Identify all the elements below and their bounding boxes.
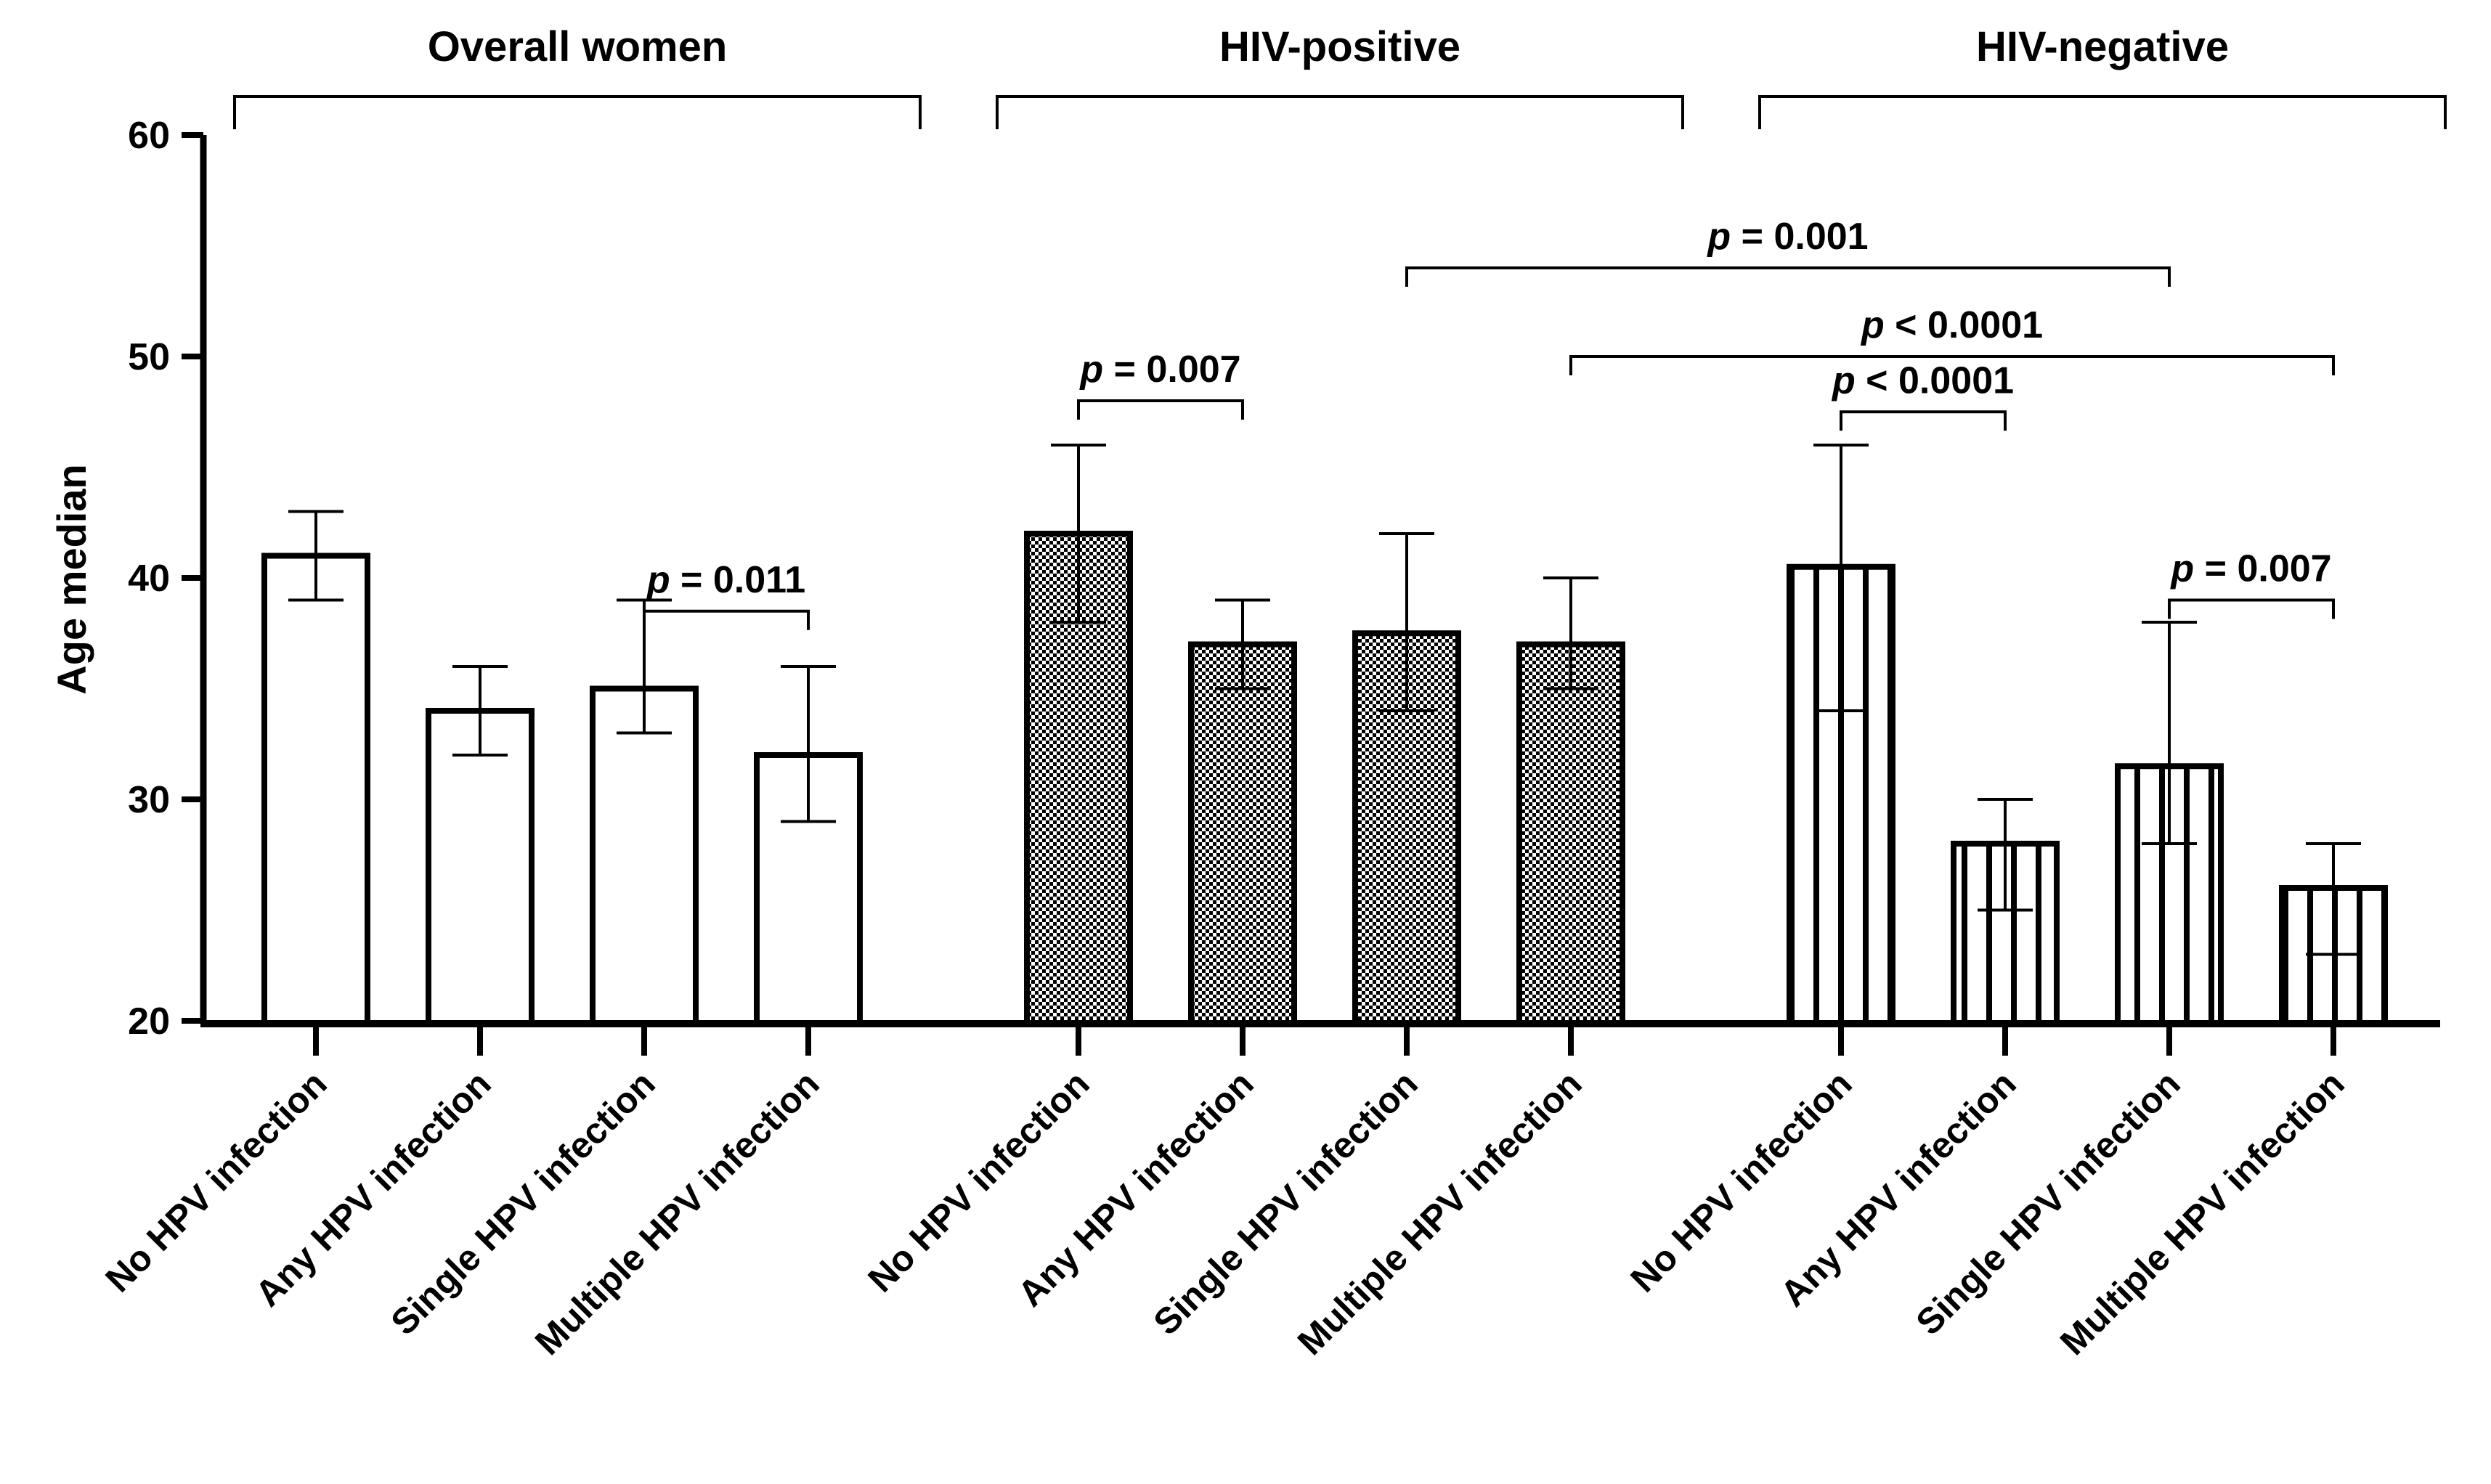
p-symbol: p [1831,359,1856,401]
bar-hiv-positive-multiple-hpv-infection [1516,641,1625,1027]
bar-hiv-positive-any-hpv-infection [1188,641,1297,1027]
group-bracket-line [233,95,922,129]
error-bar-hiv-positive-no-hpv-infection [1051,444,1106,624]
group-bracket-line [996,95,1684,129]
group-bracket-overall-women: Overall women [233,23,922,129]
category-label-hiv-positive-single-hpv-infection: Single HPV infection [1145,1063,1425,1342]
p-value-text: = 0.001 [1731,216,1868,258]
group-bracket-line [1758,95,2447,129]
group-label: HIV-positive [1219,23,1460,70]
group-bracket-hiv-negative: HIV-negative [1758,23,2447,129]
p-symbol: p [1078,348,1103,391]
p-symbol: p [2169,548,2194,590]
error-bar-hiv-positive-single-hpv-infection [1379,532,1434,712]
error-bar-overall-women-any-hpv-infection [452,665,508,757]
p-value-text: < 0.0001 [1856,359,2014,401]
error-bars [288,444,2361,956]
y-axis-title: Age median [49,464,94,694]
p-symbol: p [646,559,670,601]
p-value-bracket [2168,598,2335,619]
error-bar-overall-women-multiple-hpv-infection [781,665,836,823]
p-symbol: p [1706,216,1731,258]
y-tick-label-60: 60 [128,115,170,157]
p-value-label: p = 0.001 [1706,216,1868,258]
error-bar-hiv-negative-multiple-hpv-infection [2306,842,2361,956]
group-label: Overall women [428,23,728,70]
y-tick-label-40: 40 [128,558,170,600]
x-axis [200,1020,2440,1056]
bar-overall-women-any-hpv-infection [426,708,535,1027]
p-symbol: p [1860,304,1885,346]
p-value-annotation-4: p < 0.0001 [1569,304,2335,375]
y-axis: 20 30 40 50 60 Age median [49,115,207,1043]
y-tick-label-50: 50 [128,336,170,378]
error-bar-overall-women-no-hpv-infection [288,510,344,602]
p-value-annotation-5: p < 0.0001 [1831,359,2014,431]
group-bracket-hiv-positive: HIV-positive [996,23,1684,129]
category-label-hiv-negative-single-hpv-infection: Single HPV infection [1908,1063,2187,1342]
p-value-bracket [1840,410,2007,431]
error-bar-hiv-negative-single-hpv-infection [2142,621,2197,845]
category-label-overall-women-single-hpv-infection: Single HPV infection [383,1063,662,1342]
p-value-annotation-1: p = 0.011 [643,559,810,630]
p-value-text: < 0.0001 [1885,304,2043,346]
p-value-label: p = 0.007 [1078,348,1240,391]
p-value-text: = 0.011 [670,559,806,601]
p-value-text: = 0.007 [2194,548,2331,590]
category-label-hiv-negative-multiple-hpv-infection: Multiple HPV infection [2052,1063,2352,1363]
group-label: HIV-negative [1976,23,2229,70]
p-value-bracket [1077,399,1244,420]
y-tick-label-30: 30 [128,779,170,821]
category-label-hiv-positive-multiple-hpv-infection: Multiple HPV infection [1290,1063,1590,1363]
p-value-label: p = 0.011 [646,559,805,601]
p-value-label: p < 0.0001 [1831,359,2014,401]
group-brackets: Overall women HIV-positive HIV-negative [233,23,2447,129]
bar-overall-women-single-hpv-infection [590,685,699,1027]
bar-overall-women-no-hpv-infection [261,553,370,1027]
y-tick-label-20: 20 [128,1000,170,1043]
p-value-annotation-2: p = 0.007 [1077,348,1244,420]
error-bar-hiv-positive-multiple-hpv-infection [1543,576,1598,690]
p-value-bracket [1569,355,2335,375]
p-value-text: = 0.007 [1103,348,1240,391]
p-value-label: p < 0.0001 [1860,304,2043,346]
p-value-bracket [643,609,810,630]
category-label-overall-women-multiple-hpv-infection: Multiple HPV infection [527,1063,827,1363]
p-value-annotation-3: p = 0.001 [1405,216,2171,287]
p-value-bracket [1405,266,2171,287]
error-bar-hiv-negative-no-hpv-infection [1813,444,1869,712]
error-bar-hiv-positive-any-hpv-infection [1215,598,1270,690]
error-bar-hiv-negative-any-hpv-infection [1978,798,2033,912]
p-value-label: p = 0.007 [2169,548,2331,590]
bars [261,531,2388,1027]
p-value-annotation-6: p = 0.007 [2168,548,2335,619]
